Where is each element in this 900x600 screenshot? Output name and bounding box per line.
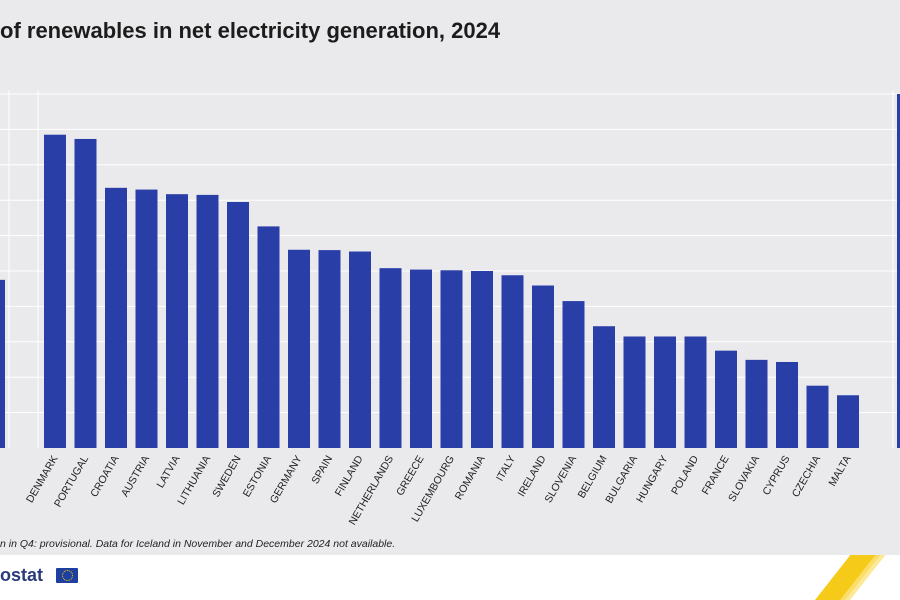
category-label: ROMANIA [453, 454, 488, 502]
category-label: CYPRUS [760, 454, 792, 498]
bar-belgium [593, 326, 615, 448]
category-label: POLAND [669, 453, 701, 497]
category-label: ITALY [494, 454, 518, 484]
bar-austria [135, 189, 158, 448]
bar-denmark [44, 134, 66, 448]
footer-bar: ostat [0, 555, 900, 600]
chart-title: of renewables in net electricity generat… [0, 18, 501, 43]
category-label: SPAIN [309, 454, 335, 487]
bar-bulgaria [623, 336, 646, 448]
bar-sweden [227, 201, 249, 448]
bar-hungary [654, 336, 676, 448]
category-label: ESTONIA [241, 454, 274, 500]
category-label: HUNGARY [634, 454, 671, 505]
bar-lithuania [196, 194, 219, 448]
eurostat-logo-text: ostat [0, 565, 44, 585]
bar-poland [684, 336, 707, 448]
eu-flag-icon [56, 568, 78, 583]
category-label: FINLAND [333, 453, 366, 498]
bar-portugal [74, 138, 97, 448]
category-label: FRANCE [700, 454, 732, 497]
bar-slovakia [745, 359, 768, 448]
category-label: GREECE [394, 454, 427, 498]
bar-ireland [532, 285, 554, 448]
bar-netherlands [379, 268, 402, 448]
bar-france [715, 350, 737, 448]
bar-czechia [806, 385, 829, 448]
bar-estonia [257, 226, 280, 448]
category-label: BELGIUM [576, 454, 610, 501]
bars [0, 94, 900, 448]
bar-luxembourg [440, 270, 463, 448]
category-label: CROATIA [88, 454, 121, 500]
category-label: SLOVAKIA [726, 454, 762, 504]
category-label: SWEDEN [210, 454, 243, 500]
bar-greece [410, 269, 432, 448]
bar-malta [837, 395, 859, 448]
bar-iceland-partial [897, 94, 900, 448]
bar-eu-partial [0, 279, 5, 448]
footnote: n in Q4: provisional. Data for Iceland i… [0, 538, 396, 550]
bar-slovenia [562, 301, 585, 448]
bar-latvia [166, 194, 188, 448]
bar-germany [288, 249, 310, 448]
accent-stripe-icon [815, 555, 886, 600]
category-label: LATVIA [155, 454, 183, 491]
category-label: SLOVENIA [542, 454, 579, 505]
category-label: GERMANY [268, 454, 305, 506]
bar-cyprus [776, 361, 798, 448]
category-label: CZECHIA [790, 454, 823, 500]
bar-italy [501, 275, 524, 448]
bar-croatia [105, 187, 127, 448]
category-label: AUSTRIA [119, 454, 152, 499]
bar-finland [349, 251, 371, 448]
bar-romania [471, 271, 493, 448]
category-label: MALTA [826, 454, 853, 489]
category-label: IRELAND [515, 453, 548, 499]
bar-spain [318, 250, 341, 448]
